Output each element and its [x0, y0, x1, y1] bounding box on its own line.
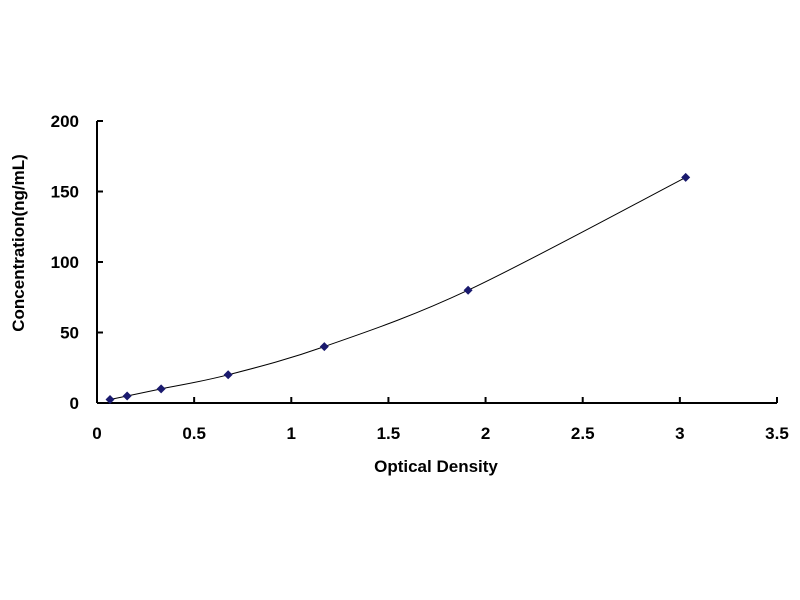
data-point — [156, 384, 166, 394]
data-point — [223, 370, 233, 380]
y-tick-label: 150 — [51, 183, 79, 202]
y-tick-label: 100 — [51, 253, 79, 272]
y-axis-label: Concentration(ng/mL) — [9, 154, 28, 332]
y-tick-label: 0 — [70, 394, 79, 413]
x-tick-label: 3.5 — [765, 424, 789, 443]
x-tick-label: 2 — [481, 424, 490, 443]
y-tick-label: 200 — [51, 112, 79, 131]
data-point — [681, 172, 691, 182]
x-tick-label: 3 — [675, 424, 684, 443]
x-tick-label: 1 — [287, 424, 296, 443]
data-point — [105, 394, 115, 404]
y-tick-label: 50 — [60, 324, 79, 343]
x-axis-label: Optical Density — [374, 457, 498, 476]
data-point — [122, 391, 132, 401]
data-point — [319, 342, 329, 352]
x-tick-label: 2.5 — [571, 424, 595, 443]
x-tick-label: 1.5 — [377, 424, 401, 443]
x-tick-label: 0.5 — [182, 424, 206, 443]
data-point — [463, 285, 473, 295]
trend-curve — [109, 176, 686, 400]
x-tick-label: 0 — [92, 424, 101, 443]
